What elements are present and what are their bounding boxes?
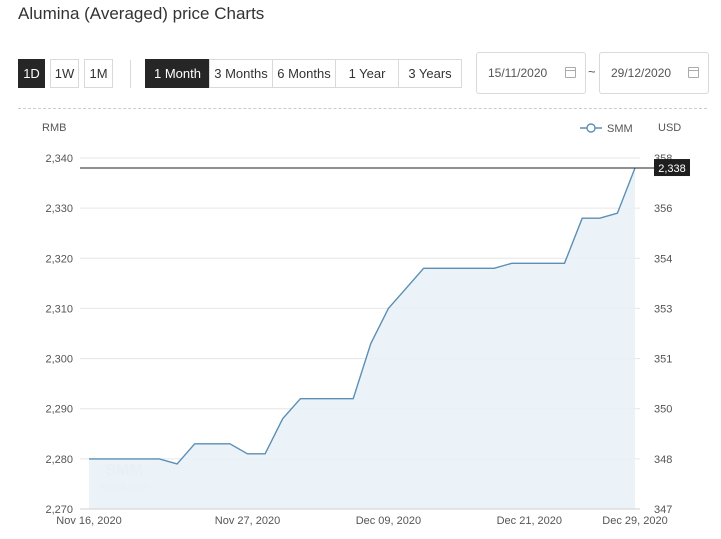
chart-top-border	[18, 108, 707, 109]
end-date-input[interactable]: 29/12/2020	[599, 52, 709, 94]
y-left-tick-label: 2,310	[45, 303, 73, 315]
x-tick-label: Nov 16, 2020	[56, 515, 121, 527]
y-right-tick-label: 348	[654, 454, 672, 466]
date-range-separator: ~	[588, 64, 596, 79]
data-point	[457, 266, 461, 270]
x-tick-label: Dec 21, 2020	[497, 515, 562, 527]
data-point	[87, 457, 91, 461]
data-point	[193, 442, 197, 446]
data-point	[316, 397, 320, 401]
interval-button-1m[interactable]: 1M	[84, 59, 113, 88]
data-point	[298, 397, 302, 401]
end-date-value: 29/12/2020	[611, 66, 672, 80]
data-point	[598, 216, 602, 220]
start-date-input[interactable]: 15/11/2020	[476, 52, 586, 94]
data-point	[404, 286, 408, 290]
x-tick-label: Nov 27, 2020	[215, 515, 280, 527]
y-left-tick-label: 2,270	[45, 504, 73, 516]
interval-button-1d[interactable]: 1D	[18, 59, 45, 88]
current-value-label: 2,338	[658, 163, 686, 175]
data-point	[105, 457, 109, 461]
interval-button-group: 1D 1W 1M	[18, 59, 113, 88]
data-point	[210, 442, 214, 446]
data-point	[122, 457, 126, 461]
data-point	[563, 261, 567, 265]
data-point	[580, 216, 584, 220]
data-point	[281, 417, 285, 421]
data-point	[334, 397, 338, 401]
data-point	[228, 442, 232, 446]
data-point	[439, 266, 443, 270]
y-right-tick-label: 353	[654, 303, 672, 315]
data-point	[475, 266, 479, 270]
calendar-icon	[565, 67, 576, 78]
calendar-icon	[688, 67, 699, 78]
page-title: Alumina (Averaged) price Charts	[18, 4, 265, 23]
y-left-tick-label: 2,300	[45, 354, 73, 366]
y-left-tick-label: 2,340	[45, 153, 73, 165]
y-right-tick-label: 354	[654, 253, 672, 265]
y-right-tick-label: 347	[654, 504, 672, 516]
y-right-tick-label: 351	[654, 354, 672, 366]
legend-marker	[586, 123, 596, 133]
legend-label: SMM	[607, 123, 633, 135]
data-point	[386, 306, 390, 310]
price-line	[89, 167, 636, 465]
data-point	[140, 457, 144, 461]
y-left-tick-label: 2,330	[45, 203, 73, 215]
range-button-1-month[interactable]: 1 Month	[145, 59, 210, 88]
right-axis-unit: USD	[658, 122, 682, 134]
y-right-tick-label: 356	[654, 203, 672, 215]
y-left-tick-label: 2,290	[45, 404, 73, 416]
y-right-tick-label: 350	[654, 404, 672, 416]
left-axis-unit: RMB	[42, 122, 67, 134]
data-point	[615, 211, 619, 215]
button-group-divider	[130, 60, 131, 88]
data-point	[527, 261, 531, 265]
x-tick-label: Dec 09, 2020	[356, 515, 421, 527]
price-area	[89, 168, 635, 509]
data-point	[263, 452, 267, 456]
x-tick-label: Dec 29, 2020	[602, 515, 667, 527]
data-point	[545, 261, 549, 265]
y-left-tick-label: 2,320	[45, 253, 73, 265]
start-date-value: 15/11/2020	[488, 66, 548, 80]
y-left-tick-label: 2,280	[45, 454, 73, 466]
data-point	[369, 342, 373, 346]
data-point	[158, 457, 162, 461]
interval-button-1w[interactable]: 1W	[50, 59, 79, 88]
data-point	[492, 266, 496, 270]
range-button-group: 1 Month 3 Months 6 Months 1 Year 3 Years	[145, 59, 462, 88]
range-button-1-year[interactable]: 1 Year	[335, 59, 399, 88]
data-point	[175, 462, 179, 466]
data-point	[510, 261, 514, 265]
data-point	[422, 266, 426, 270]
range-button-3-months[interactable]: 3 Months	[209, 59, 273, 88]
data-point	[351, 397, 355, 401]
current-value-badge	[654, 159, 690, 177]
range-button-6-months[interactable]: 6 Months	[272, 59, 336, 88]
data-point	[246, 452, 250, 456]
range-button-3-years[interactable]: 3 Years	[398, 59, 462, 88]
